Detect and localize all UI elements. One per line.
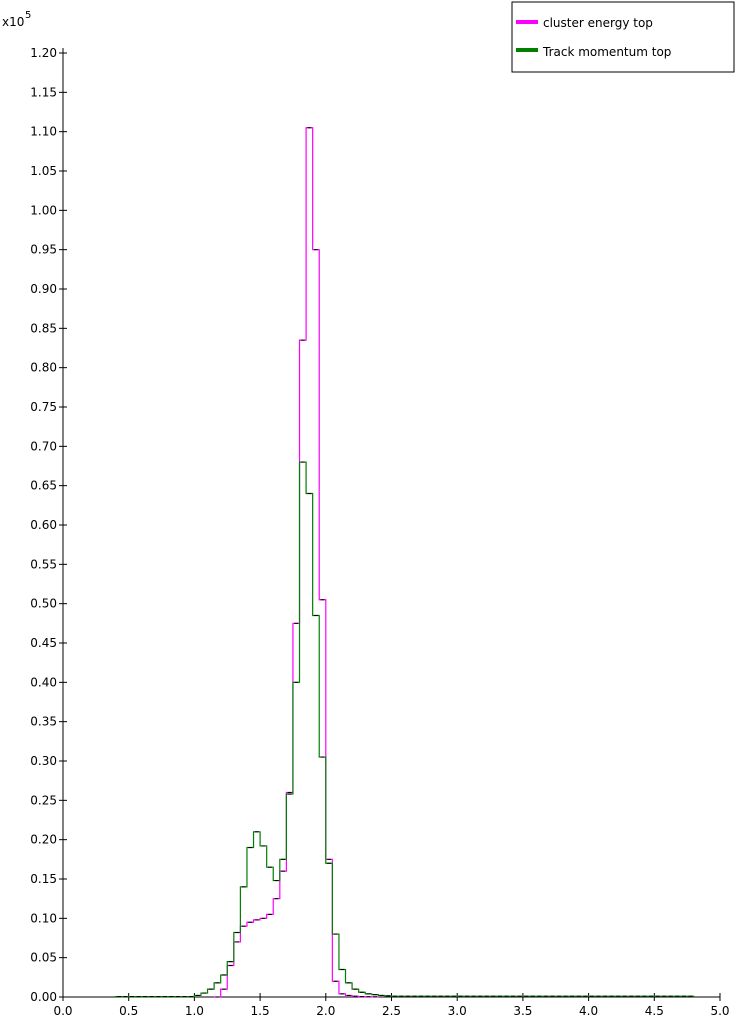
x-tick-label: 4.0: [579, 1004, 598, 1018]
y-tick-label: 0.80: [30, 361, 57, 375]
y-tick-label: 0.40: [30, 675, 57, 689]
y-tick-label: 0.50: [30, 597, 57, 611]
x-tick-label: 5.0: [710, 1004, 729, 1018]
legend-swatch-track-momentum: [516, 48, 538, 52]
y-tick-label: 0.60: [30, 518, 57, 532]
legend-swatch-cluster-energy: [516, 20, 538, 24]
x-tick-label: 2.0: [316, 1004, 335, 1018]
y-tick-label: 0.00: [30, 990, 57, 1004]
y-tick-label: 0.05: [30, 951, 57, 965]
y-tick-label: 0.85: [30, 321, 57, 335]
x-tick-label: 1.0: [185, 1004, 204, 1018]
y-tick-label: 0.35: [30, 715, 57, 729]
y-tick-label: 0.95: [30, 243, 57, 257]
y-tick-label: 1.00: [30, 203, 57, 217]
y-tick-label: 0.20: [30, 833, 57, 847]
series-track-momentum: [114, 461, 695, 998]
series-group: [114, 127, 695, 998]
x-tick-label: 1.5: [251, 1004, 270, 1018]
x-tick-label: 2.5: [382, 1004, 401, 1018]
series-cluster-energy: [214, 127, 379, 998]
y-tick-label: 0.90: [30, 282, 57, 296]
y-multiplier-exponent: 5: [25, 10, 31, 21]
x-tick-label: 0.5: [119, 1004, 138, 1018]
x-tick-label: 3.0: [448, 1004, 467, 1018]
y-tick-label: 0.75: [30, 400, 57, 414]
y-tick-label: 0.45: [30, 636, 57, 650]
legend-box: [511, 1, 735, 73]
y-tick-label: 0.15: [30, 872, 57, 886]
x-tick-label: 3.5: [513, 1004, 532, 1018]
y-tick-label: 0.30: [30, 754, 57, 768]
y-tick-label: 1.10: [30, 125, 57, 139]
x-tick-label: 4.5: [645, 1004, 664, 1018]
legend-label-track-momentum: Track momentum top: [542, 45, 671, 59]
y-multiplier-label: x10 5: [2, 10, 31, 29]
y-tick-label: 0.70: [30, 439, 57, 453]
y-tick-label: 0.10: [30, 911, 57, 925]
x-tick-label: 0.0: [53, 1004, 72, 1018]
y-tick-label: 1.20: [30, 46, 57, 60]
y-tick-label: 0.65: [30, 479, 57, 493]
legend-label-cluster-energy: cluster energy top: [543, 16, 653, 30]
y-tick-label: 1.05: [30, 164, 57, 178]
series-step-line: [114, 461, 695, 998]
legend: cluster energy top Track momentum top: [511, 1, 735, 73]
y-tick-label: 0.55: [30, 557, 57, 571]
series-step-line: [214, 127, 379, 998]
y-tick-label: 1.15: [30, 85, 57, 99]
axes: 0.0 0.5 1.0 1.5 2.0 2.5 3.0 3.5 4.0 4.5 5.0 0.00 0.0…: [30, 46, 729, 1018]
y-multiplier-base: x10: [2, 15, 24, 29]
y-tick-label: 0.25: [30, 793, 57, 807]
